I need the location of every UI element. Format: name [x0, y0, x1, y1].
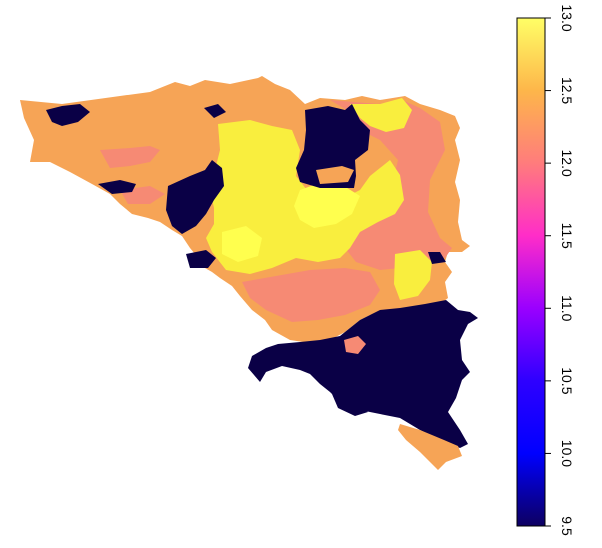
colorbar-tick-label: 10.0: [559, 440, 575, 467]
map-region-base: [398, 424, 462, 470]
map-region-salmon: [344, 336, 366, 354]
colorbar-tick-label: 11.5: [559, 223, 575, 249]
map-region-low: [186, 250, 216, 268]
map-region-salmon: [100, 146, 160, 168]
map-region-low: [296, 104, 370, 188]
colorbar-ticks: 9.5 10.0 10.5 11.0 11.5 12.0 12.5 13.0: [545, 4, 575, 536]
colorbar-tick-label: 11.0: [559, 295, 575, 321]
colorbar-tick-label: 12.5: [559, 77, 575, 104]
map-region-salmon: [242, 268, 380, 322]
map-region-low: [428, 252, 446, 264]
map-region-low: [98, 180, 136, 194]
map-region-low: [166, 160, 224, 234]
map-region-high: [350, 98, 412, 132]
colorbar-tick-label: 13.0: [559, 4, 575, 31]
map-region-base: [316, 166, 354, 184]
colorbar: [516, 17, 546, 527]
colorbar-tick-label: 12.0: [559, 150, 575, 177]
map-region-yellow-bright: [294, 182, 360, 228]
colorbar-legend: 9.5 10.0 10.5 11.0 11.5 12.0 12.5 13.0: [516, 4, 575, 536]
colorbar-tick-label: 9.5: [559, 516, 575, 536]
raster-map: [20, 76, 478, 470]
map-region-low: [204, 104, 226, 118]
map-region-yellow-bright: [222, 226, 262, 262]
map-region-low: [248, 300, 478, 448]
map-region-low: [332, 394, 368, 416]
map-region-high: [394, 250, 432, 300]
colorbar-tick-label: 10.5: [559, 367, 575, 394]
map-region-low: [46, 104, 90, 126]
